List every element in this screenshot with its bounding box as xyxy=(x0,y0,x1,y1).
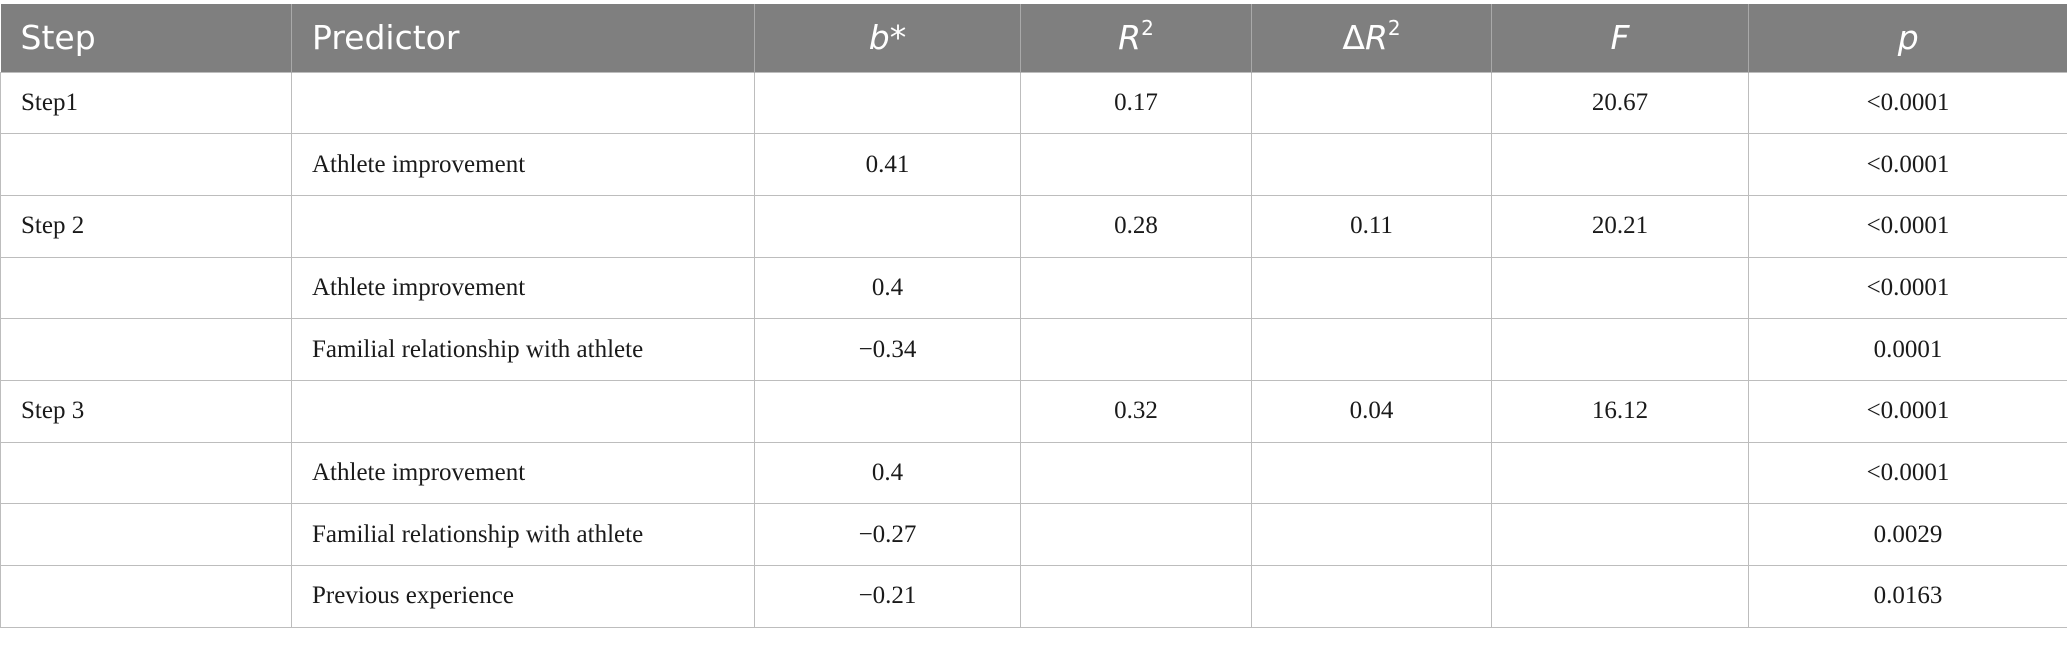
cell-delta-r2 xyxy=(1251,441,1492,505)
cell-predictor: Athlete improvement xyxy=(291,441,755,505)
table-row: Familial relationship with athlete −0.34 0… xyxy=(0,318,2067,381)
cell-r2 xyxy=(1020,256,1252,320)
cell-r2 xyxy=(1020,318,1252,381)
table-row: Step1 0.17 20.67 <0.0001 xyxy=(0,71,2067,135)
header-b: b* xyxy=(754,4,1021,72)
cell-step xyxy=(0,441,292,505)
cell-f xyxy=(1491,133,1749,196)
cell-p: <0.0001 xyxy=(1748,379,2067,443)
cell-f: 20.21 xyxy=(1491,194,1749,258)
cell-r2 xyxy=(1020,441,1252,505)
cell-f xyxy=(1491,503,1749,566)
cell-b xyxy=(754,71,1021,135)
cell-predictor xyxy=(291,194,755,258)
cell-delta-r2 xyxy=(1251,565,1492,628)
cell-predictor xyxy=(291,379,755,443)
header-step: Step xyxy=(0,4,292,72)
cell-p: <0.0001 xyxy=(1748,71,2067,135)
cell-b: −0.34 xyxy=(754,318,1021,381)
header-p: p xyxy=(1748,4,2067,72)
table-row: Athlete improvement 0.41 <0.0001 xyxy=(0,133,2067,196)
cell-f: 16.12 xyxy=(1491,379,1749,443)
header-r2: R2 xyxy=(1020,4,1252,72)
cell-b xyxy=(754,379,1021,443)
table-row: Step 2 0.28 0.11 20.21 <0.0001 xyxy=(0,194,2067,258)
cell-step xyxy=(0,318,292,381)
table-body: Step1 0.17 20.67 <0.0001 Athlete improvement… xyxy=(0,71,2067,628)
cell-f xyxy=(1491,441,1749,505)
cell-r2 xyxy=(1020,503,1252,566)
cell-f xyxy=(1491,318,1749,381)
cell-step xyxy=(0,256,292,320)
cell-delta-r2: 0.04 xyxy=(1251,379,1492,443)
cell-step xyxy=(0,503,292,566)
cell-step xyxy=(0,565,292,628)
cell-predictor xyxy=(291,71,755,135)
cell-delta-r2 xyxy=(1251,256,1492,320)
cell-b: 0.41 xyxy=(754,133,1021,196)
cell-b: 0.4 xyxy=(754,256,1021,320)
cell-delta-r2 xyxy=(1251,503,1492,566)
header-row: Step Predictor b* R2 ΔR2 F p xyxy=(0,4,2067,72)
cell-r2 xyxy=(1020,565,1252,628)
cell-f xyxy=(1491,256,1749,320)
cell-delta-r2: 0.11 xyxy=(1251,194,1492,258)
cell-step: Step 2 xyxy=(0,194,292,258)
cell-f xyxy=(1491,565,1749,628)
cell-b: 0.4 xyxy=(754,441,1021,505)
table-row: Athlete improvement 0.4 <0.0001 xyxy=(0,256,2067,320)
cell-r2: 0.28 xyxy=(1020,194,1252,258)
cell-predictor: Familial relationship with athlete xyxy=(291,503,755,566)
cell-predictor: Previous experience xyxy=(291,565,755,628)
cell-predictor: Athlete improvement xyxy=(291,133,755,196)
cell-b: −0.21 xyxy=(754,565,1021,628)
header-f: F xyxy=(1491,4,1749,72)
cell-predictor: Familial relationship with athlete xyxy=(291,318,755,381)
cell-p: 0.0001 xyxy=(1748,318,2067,381)
cell-p: <0.0001 xyxy=(1748,256,2067,320)
cell-p: 0.0029 xyxy=(1748,503,2067,566)
cell-b: −0.27 xyxy=(754,503,1021,566)
header-predictor: Predictor xyxy=(291,4,755,72)
table-row: Familial relationship with athlete −0.27 0… xyxy=(0,503,2067,566)
cell-step: Step 3 xyxy=(0,379,292,443)
cell-delta-r2 xyxy=(1251,71,1492,135)
cell-step xyxy=(0,133,292,196)
cell-r2 xyxy=(1020,133,1252,196)
regression-table: Step Predictor b* R2 ΔR2 F p Step1 0.17 20… xyxy=(0,4,2067,628)
cell-f: 20.67 xyxy=(1491,71,1749,135)
header-delta-r2: ΔR2 xyxy=(1251,4,1492,72)
cell-r2: 0.32 xyxy=(1020,379,1252,443)
cell-step: Step1 xyxy=(0,71,292,135)
table-row: Athlete improvement 0.4 <0.0001 xyxy=(0,441,2067,505)
cell-predictor: Athlete improvement xyxy=(291,256,755,320)
cell-p: <0.0001 xyxy=(1748,133,2067,196)
cell-delta-r2 xyxy=(1251,318,1492,381)
table-row: Step 3 0.32 0.04 16.12 <0.0001 xyxy=(0,379,2067,443)
table-header: Step Predictor b* R2 ΔR2 F p xyxy=(0,4,2067,72)
cell-delta-r2 xyxy=(1251,133,1492,196)
table-row: Previous experience −0.21 0.0163 xyxy=(0,565,2067,628)
cell-r2: 0.17 xyxy=(1020,71,1252,135)
cell-p: <0.0001 xyxy=(1748,194,2067,258)
cell-b xyxy=(754,194,1021,258)
cell-p: <0.0001 xyxy=(1748,441,2067,505)
cell-p: 0.0163 xyxy=(1748,565,2067,628)
